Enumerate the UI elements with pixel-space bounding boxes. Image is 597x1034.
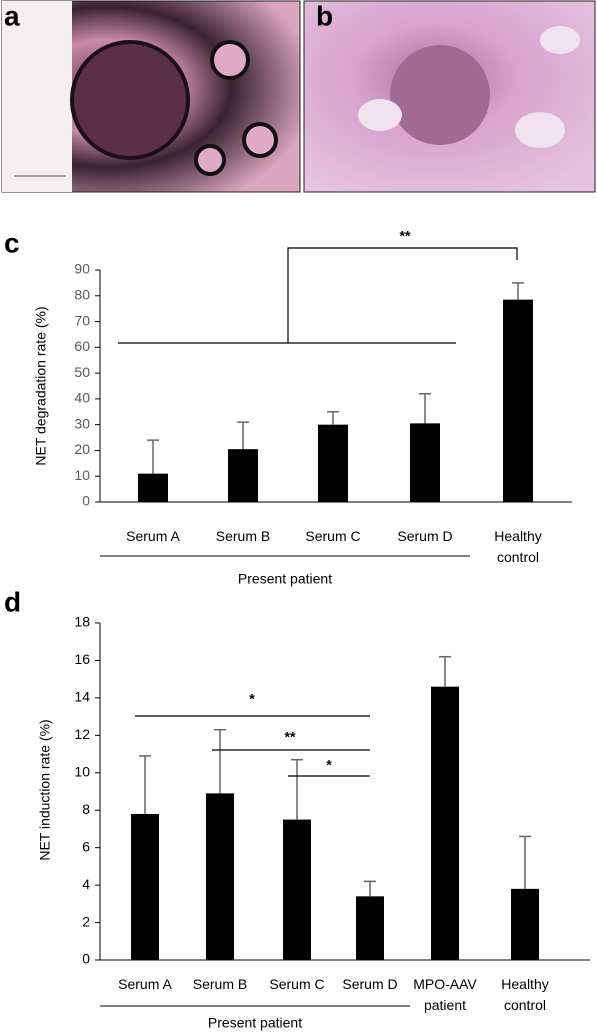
y-tick-label: 10 [74,763,90,779]
x-tick-label: Serum B [192,976,248,992]
x-tick-label: Serum A [126,528,180,544]
panel-label: b [316,0,333,31]
micrograph-a [1,0,301,193]
x-tick-label-box: Serum C [269,976,325,992]
x-tick-label: Serum A [118,976,172,992]
x-tick-label-box: Serum B [192,976,248,992]
y-tick-label: 70 [74,312,90,328]
y-tick-label: 18 [74,614,90,630]
x-tick-label: Healthy control [501,976,549,1013]
bar [131,813,159,960]
y-tick-label: 50 [74,364,90,380]
group-label: Present patient [238,571,332,587]
y-tick-label: 40 [74,390,90,406]
significance-label: ** [285,729,296,745]
panel-label: c [4,227,20,258]
bar [503,299,533,502]
panel-label: a [4,0,20,31]
y-tick-label: 90 [74,261,90,277]
bar [206,793,234,960]
x-tick-label: Serum D [397,528,453,544]
x-tick-label-box: Serum B [215,528,271,544]
x-tick-label: Healthy control [494,528,542,565]
x-tick-label-box: Serum A [118,976,172,992]
significance-bracket [118,247,518,344]
y-tick-label: 14 [74,689,90,705]
x-tick-label: MPO-AAV patient [413,976,477,1013]
panel-label: d [4,586,21,617]
y-tick-label: 16 [74,651,90,667]
y-tick-label: 8 [82,801,90,817]
x-tick-label: Serum C [305,528,361,544]
y-tick-label: 6 [82,838,90,854]
y-tick-label: 20 [74,441,90,457]
significance-label: * [326,757,332,773]
y-axis-label: NET degradation rate (%) [33,306,49,465]
y-tick-label: 4 [82,876,90,892]
micrograph-b [303,0,596,193]
bar [431,686,459,960]
bar [228,449,258,502]
x-tick-label-box: MPO-AAV patient [413,976,477,1013]
x-tick-label-box: Serum C [305,528,361,544]
y-tick-label: 12 [74,726,90,742]
significance-label: * [249,691,255,707]
x-tick-label-box: Serum D [397,528,453,544]
bar [318,424,348,502]
significance-label: ** [400,228,411,244]
bar [138,473,168,502]
x-tick-label: Serum B [215,528,271,544]
x-tick-label: Serum D [342,976,398,992]
bar [356,896,384,960]
y-tick-label: 60 [74,338,90,354]
y-tick-label: 2 [82,913,90,929]
x-tick-label-box: Healthy control [501,976,549,1013]
group-label: Present patient [208,1015,302,1031]
y-tick-label: 30 [74,415,90,431]
y-tick-label: 0 [82,951,90,967]
x-tick-label-box: Healthy control [494,528,542,565]
y-tick-label: 0 [82,493,90,509]
bar [410,423,440,502]
bar [283,819,311,960]
x-tick-label-box: Serum D [342,976,398,992]
y-tick-label: 10 [74,467,90,483]
bar [511,888,539,960]
x-tick-label-box: Serum A [126,528,180,544]
y-axis-label: NET induction rate (%) [37,719,53,860]
y-tick-label: 80 [74,286,90,302]
x-tick-label: Serum C [269,976,325,992]
